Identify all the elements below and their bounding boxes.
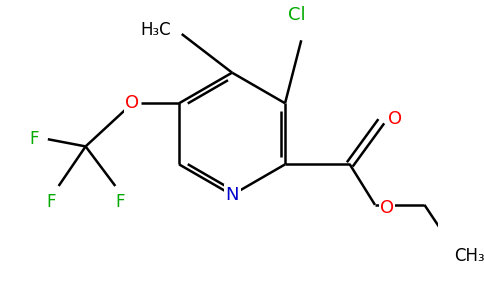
Text: Cl: Cl: [288, 6, 305, 24]
Text: O: O: [380, 199, 394, 217]
Text: O: O: [389, 110, 403, 128]
Text: N: N: [226, 186, 239, 204]
Text: O: O: [125, 94, 139, 112]
Text: F: F: [46, 193, 56, 211]
Text: F: F: [30, 130, 39, 148]
Text: CH₃: CH₃: [454, 247, 484, 265]
Text: F: F: [115, 193, 124, 211]
Text: H₃C: H₃C: [140, 20, 171, 38]
